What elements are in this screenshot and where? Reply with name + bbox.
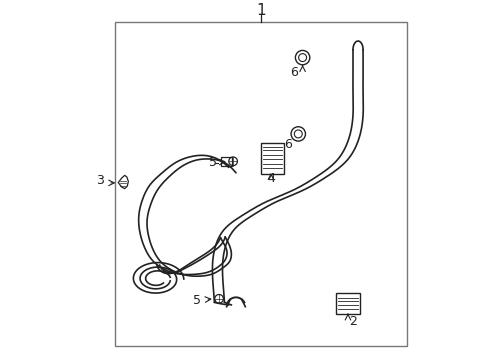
Text: 3: 3 — [97, 174, 104, 187]
Text: 1: 1 — [256, 3, 266, 18]
Text: 5: 5 — [194, 294, 201, 307]
Text: 4: 4 — [267, 172, 275, 185]
Text: 6: 6 — [290, 66, 297, 78]
Polygon shape — [118, 175, 128, 189]
Text: 2: 2 — [349, 315, 357, 328]
FancyBboxPatch shape — [261, 143, 284, 174]
Text: 5: 5 — [209, 156, 218, 169]
FancyBboxPatch shape — [336, 293, 360, 314]
Text: 6: 6 — [284, 138, 292, 151]
FancyBboxPatch shape — [221, 157, 232, 166]
